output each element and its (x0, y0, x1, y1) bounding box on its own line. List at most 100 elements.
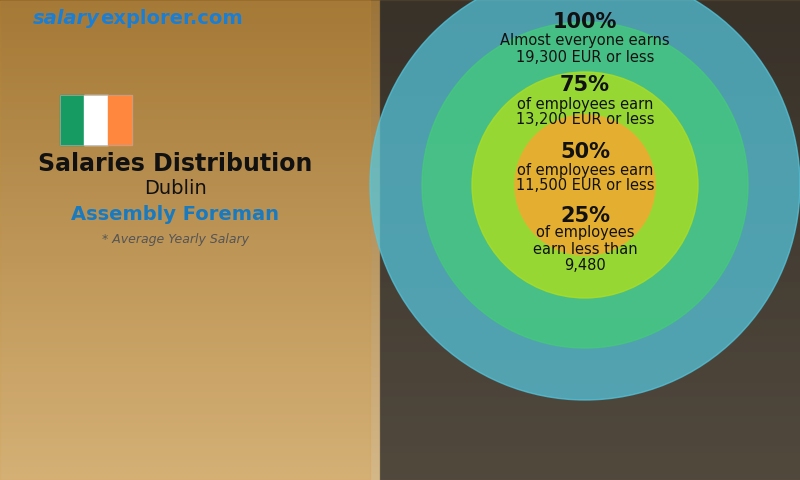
Bar (380, 48, 800, 49)
Bar (380, 1, 800, 3)
Bar (380, 75, 800, 77)
Bar (380, 275, 800, 276)
Bar (380, 192, 800, 194)
Bar (380, 4, 800, 6)
Bar (380, 408, 800, 409)
Bar (380, 419, 800, 420)
Bar (380, 76, 800, 78)
Bar (380, 154, 800, 155)
Bar (380, 44, 800, 45)
Bar (380, 170, 800, 172)
Bar (380, 15, 800, 17)
Bar (380, 409, 800, 411)
Bar (380, 237, 800, 238)
Bar (380, 243, 800, 245)
Bar (380, 408, 800, 410)
Bar (380, 265, 800, 267)
Bar (380, 317, 800, 319)
Text: 9,480: 9,480 (564, 257, 606, 273)
Bar (380, 16, 800, 18)
Bar (380, 269, 800, 271)
Bar (380, 289, 800, 291)
Bar (380, 20, 800, 21)
Bar (380, 158, 800, 160)
Bar (380, 410, 800, 412)
Bar (380, 80, 800, 81)
Bar (380, 33, 800, 34)
Bar (380, 479, 800, 480)
Bar (380, 309, 800, 310)
Bar (380, 142, 800, 143)
Bar (380, 286, 800, 287)
Bar (380, 259, 800, 260)
Bar (380, 383, 800, 384)
Bar (380, 123, 800, 125)
Bar (380, 217, 800, 219)
Bar (380, 478, 800, 479)
Bar (380, 207, 800, 209)
Bar (380, 302, 800, 304)
Bar (380, 278, 800, 280)
Bar (380, 0, 800, 1)
Text: of employees: of employees (536, 226, 634, 240)
Bar (380, 136, 800, 138)
Bar (380, 120, 800, 122)
Text: of employees earn: of employees earn (517, 96, 653, 111)
Bar (380, 247, 800, 248)
Bar (380, 403, 800, 404)
Bar (380, 27, 800, 29)
Bar (380, 40, 800, 42)
Bar (380, 193, 800, 195)
Bar (380, 304, 800, 306)
Bar (380, 264, 800, 266)
Bar (380, 197, 800, 199)
Bar (380, 47, 800, 48)
Bar (380, 191, 800, 192)
Bar (380, 22, 800, 23)
Bar (380, 192, 800, 193)
Bar (380, 125, 800, 127)
Bar (380, 260, 800, 261)
Bar (380, 100, 800, 102)
Bar (380, 24, 800, 25)
Bar (380, 89, 800, 91)
Bar (380, 399, 800, 401)
Bar (380, 156, 800, 158)
Bar (380, 60, 800, 62)
Bar (380, 454, 800, 455)
Bar (380, 17, 800, 19)
Bar (380, 194, 800, 196)
Bar (380, 358, 800, 359)
Bar (380, 456, 800, 458)
Bar (380, 67, 800, 68)
Bar (380, 300, 800, 302)
Bar (380, 69, 800, 70)
Bar (380, 262, 800, 263)
Bar (380, 238, 800, 239)
Bar (380, 108, 800, 109)
Bar (380, 467, 800, 468)
Bar (380, 144, 800, 145)
Bar (380, 277, 800, 279)
Bar (380, 151, 800, 152)
Bar (380, 271, 800, 272)
Bar (380, 324, 800, 326)
Bar (380, 180, 800, 182)
Text: Salaries Distribution: Salaries Distribution (38, 152, 312, 176)
Bar (380, 439, 800, 440)
Bar (380, 252, 800, 253)
Bar (380, 443, 800, 444)
Bar (380, 308, 800, 309)
Bar (380, 177, 800, 178)
Bar (380, 31, 800, 32)
Bar (380, 26, 800, 28)
Bar (380, 370, 800, 371)
Bar (380, 360, 800, 361)
Bar (380, 377, 800, 379)
Bar (380, 209, 800, 211)
Bar (380, 429, 800, 430)
Bar (380, 180, 800, 181)
Bar (380, 401, 800, 403)
Bar (380, 430, 800, 431)
Bar (380, 316, 800, 318)
